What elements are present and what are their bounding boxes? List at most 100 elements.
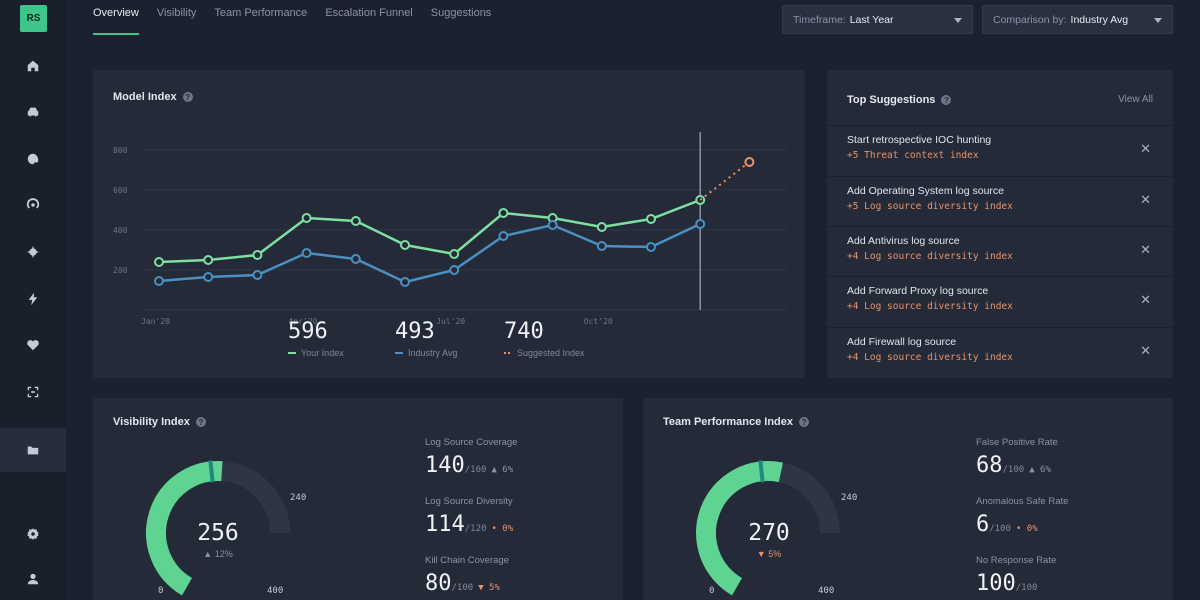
data-point[interactable] <box>498 231 509 241</box>
view-all-link[interactable]: View All <box>1118 94 1153 105</box>
tab-escalation-funnel[interactable]: Escalation Funnel <box>325 7 413 19</box>
suggestion-impact: +4 Log source diversity index <box>847 251 1013 262</box>
metric-denominator: /120 <box>464 524 487 534</box>
timeframe-select[interactable]: Timeframe: Last Year <box>782 5 973 34</box>
metric-value-row: 6/100 • 0% <box>976 512 1038 537</box>
suggestion-item[interactable]: Add Firewall log source +4 Log source di… <box>827 327 1173 377</box>
data-point[interactable] <box>400 277 410 287</box>
metric-value: 100 <box>976 571 1016 596</box>
team-title-row: Team Performance Index ? <box>663 416 810 428</box>
tab-team-performance[interactable]: Team Performance <box>214 7 308 19</box>
gauge-min-label: 0 <box>158 586 164 596</box>
suggestion-item[interactable]: Add Forward Proxy log source +4 Log sour… <box>827 276 1173 326</box>
comparison-label: Comparison by: <box>993 13 1067 26</box>
data-point[interactable] <box>154 257 164 267</box>
data-point[interactable] <box>252 270 263 280</box>
palette-icon[interactable] <box>0 137 66 181</box>
metric-value: 6 <box>976 512 990 537</box>
help-icon[interactable]: ? <box>195 417 206 427</box>
help-icon[interactable]: ? <box>941 95 952 105</box>
suggestion-title: Add Firewall log source <box>847 336 957 348</box>
data-point[interactable] <box>744 157 755 167</box>
chevron-down-icon <box>954 18 962 23</box>
metric-delta-value: 6% <box>1040 465 1051 475</box>
industry-avg-legend: Industry Avg <box>395 348 457 358</box>
tab-visibility[interactable]: Visibility <box>156 7 197 19</box>
data-point[interactable] <box>646 242 656 252</box>
model-index-chart: 200 400 600 800 Jan'20 Apr'20 Jul'20 Oct'20 <box>113 132 788 326</box>
data-point[interactable] <box>596 241 607 251</box>
settings-icon[interactable] <box>0 512 66 556</box>
suggestion-title: Add Forward Proxy log source <box>847 285 989 297</box>
tab-overview[interactable]: Overview <box>93 0 139 35</box>
metric-value-row: 80/100 ▼ 5% <box>425 571 500 596</box>
metric-label: Log Source Coverage <box>425 437 518 448</box>
metric-delta: ▲ 6% <box>491 465 514 475</box>
close-icon[interactable]: ✕ <box>1140 343 1151 358</box>
comparison-select[interactable]: Comparison by: Industry Avg <box>982 5 1173 34</box>
data-point[interactable] <box>350 254 361 264</box>
model-index-panel: Model Index ? 200 400 600 800 Jan'20 Apr'20 Ju… <box>93 70 805 378</box>
visibility-index-panel: Visibility Index ? 256 ▲ 12% 240 0 400 L… <box>93 398 623 600</box>
broadcast-icon[interactable] <box>0 183 66 227</box>
gauge-delta-value: 12% <box>214 549 233 559</box>
data-point[interactable] <box>350 216 361 226</box>
metric-value-row: 140/160 ▲ 6% <box>425 453 513 478</box>
data-point[interactable] <box>154 276 164 286</box>
suggestion-impact: +4 Log source diversity index <box>847 352 1013 363</box>
data-point[interactable] <box>596 222 607 232</box>
target-icon[interactable] <box>0 230 66 274</box>
heart-icon[interactable] <box>0 323 66 367</box>
team-gauge <box>696 460 840 596</box>
data-point[interactable] <box>203 255 214 265</box>
scan-icon[interactable] <box>0 370 66 414</box>
metric-delta: • 0% <box>491 524 514 534</box>
close-icon[interactable]: ✕ <box>1140 141 1151 156</box>
app-logo[interactable]: RS <box>20 5 47 32</box>
metric-delta: ▼ 5% <box>478 583 500 593</box>
user-icon[interactable] <box>0 557 66 600</box>
close-icon[interactable]: ✕ <box>1140 192 1151 207</box>
data-point[interactable] <box>301 248 312 258</box>
metric-label: False Positive Rate <box>976 437 1058 448</box>
data-point[interactable] <box>301 213 312 223</box>
car-icon[interactable] <box>0 90 66 134</box>
model-index-title-row: Model Index ? <box>113 91 193 103</box>
suggestion-item[interactable]: Start retrospective IOC hunting +5 Threa… <box>827 125 1173 175</box>
data-point[interactable] <box>252 250 263 260</box>
gauge-target-label: 240 <box>841 493 858 503</box>
gauge-value: 256 <box>197 520 239 546</box>
chevron-down-icon <box>1154 18 1162 23</box>
data-point[interactable] <box>547 220 558 230</box>
lightning-icon[interactable] <box>0 277 66 321</box>
visibility-gauge <box>146 460 290 596</box>
help-icon[interactable]: ? <box>182 92 193 102</box>
data-point[interactable] <box>203 272 214 282</box>
data-point[interactable] <box>695 219 706 229</box>
data-point[interactable] <box>498 208 509 218</box>
data-point[interactable] <box>400 240 410 250</box>
close-icon[interactable]: ✕ <box>1140 292 1151 307</box>
home-icon[interactable] <box>0 44 66 88</box>
suggestion-item[interactable]: Add Operating System log source +5 Log s… <box>827 176 1173 226</box>
y-tick-label: 800 <box>113 146 128 155</box>
data-point[interactable] <box>646 214 656 224</box>
tab-suggestions[interactable]: Suggestions <box>430 7 492 19</box>
suggestion-item[interactable]: Add Antivirus log source +4 Log source d… <box>827 226 1173 276</box>
data-point[interactable] <box>449 265 460 275</box>
close-icon[interactable]: ✕ <box>1140 242 1151 257</box>
suggested-index-value: 740 <box>504 319 544 344</box>
suggestions-panel: Top Suggestions ? View All Start retrosp… <box>827 70 1173 378</box>
metric-value-row: 114/120 • 0% <box>425 512 513 537</box>
folder-icon[interactable] <box>0 428 66 472</box>
data-point[interactable] <box>449 249 460 259</box>
metric-denominator: /100 <box>451 583 474 593</box>
help-icon[interactable]: ? <box>799 417 810 427</box>
metric-delta-value: 5% <box>489 583 500 593</box>
gauge-delta: ▼ 5% <box>756 549 782 559</box>
metric-label: Anomalous Safe Rate <box>976 496 1069 507</box>
sidebar: RS <box>0 0 66 600</box>
metric-denominator: /100 <box>1002 465 1025 475</box>
gauge-target-marker <box>208 460 215 483</box>
gauge-min-label: 0 <box>709 586 715 596</box>
